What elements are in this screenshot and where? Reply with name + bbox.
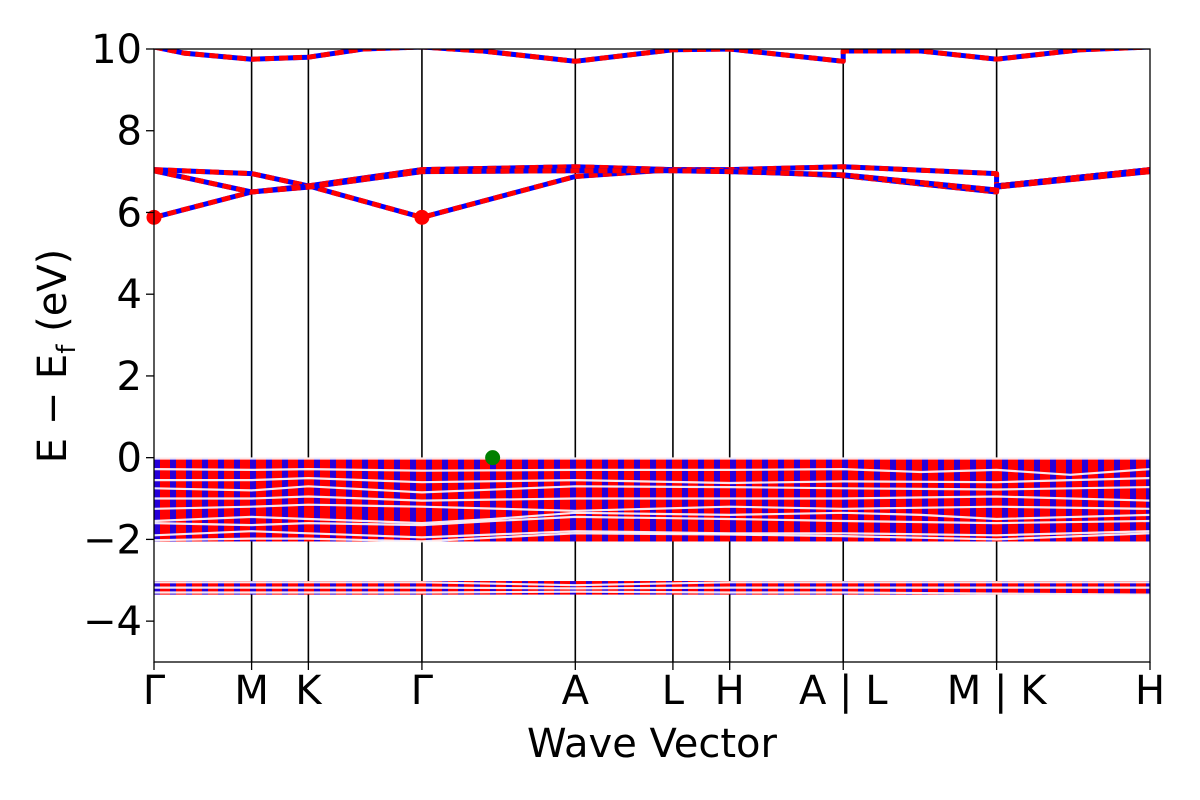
band-line-2-blue [154,168,1150,195]
y-tick-label-3: 2 [117,354,142,400]
x-tick-label-8: M | K [947,668,1048,714]
band-line-12 [154,530,1150,539]
band-edge-markers [146,209,501,466]
y-tick-label-5: 6 [117,190,142,236]
y-axis-ticks: −4 −2 0 2 4 6 8 10 [83,27,154,645]
band-line-10 [154,511,1150,525]
band-line-11 [154,515,1150,527]
y-axis-label-unit: (eV) [30,249,76,345]
band-line-15 [154,586,1150,590]
x-tick-label-3: Γ [411,668,434,714]
cbm-marker-1 [414,209,430,225]
x-tick-label-7: A | L [799,668,888,714]
y-axis-label-main: E − E [30,354,76,464]
y-axis-label-subscript: f [52,344,82,354]
x-tick-label-1: M [234,668,269,714]
x-tick-label-2: K [295,668,323,714]
y-tick-label-0: −4 [83,599,142,645]
high-symmetry-dividers [250,49,998,662]
x-tick-label-0: Γ [143,668,166,714]
x-tick-label-5: L [662,668,685,714]
y-tick-label-6: 8 [117,109,142,155]
band-line-16 [154,590,1150,596]
plot-frame [153,48,1151,663]
band-line-3-red [154,49,1150,64]
band-line-1-red [154,167,1150,220]
band-line-13 [154,532,1150,543]
y-tick-label-7: 10 [91,27,142,73]
x-axis-label: Wave Vector [527,721,778,767]
x-tick-label-9: H [1135,668,1165,714]
band-line-14 [154,581,1150,587]
band-lines [154,49,1150,596]
y-tick-label-2: 0 [117,436,142,482]
band-line-1-blue [154,167,1150,220]
y-tick-label-1: −2 [83,517,142,563]
vbm-marker-0 [485,450,501,466]
band-line-9 [154,503,1150,512]
band-line-8 [154,495,1150,502]
y-axis-label: E − Ef (eV) [30,249,82,464]
band-line-6 [154,476,1150,485]
band-line-2-red [154,168,1150,195]
band-line-7 [154,485,1150,494]
x-tick-label-6: H [715,668,745,714]
y-tick-label-4: 4 [117,272,142,318]
x-tick-label-4: A [562,668,590,714]
band-line-5 [154,467,1150,476]
